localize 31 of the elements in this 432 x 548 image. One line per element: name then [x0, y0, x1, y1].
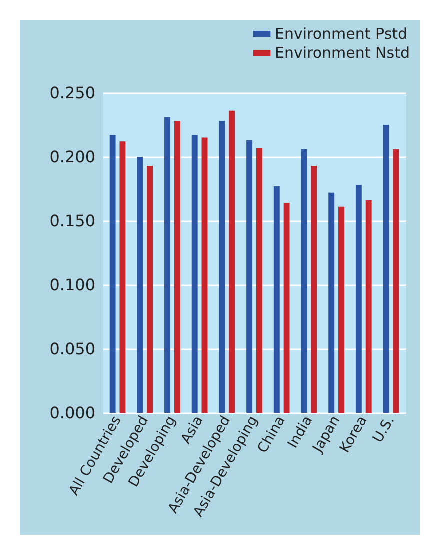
legend-label: Environment Pstd: [275, 25, 408, 43]
bar: [110, 135, 116, 413]
y-tick-label: 0.050: [50, 340, 96, 358]
y-tick-label: 0.000: [50, 404, 96, 422]
bar: [137, 157, 144, 413]
y-tick-label: 0.100: [50, 276, 96, 294]
bar: [301, 149, 308, 413]
bar: [219, 121, 226, 413]
bar: [366, 200, 372, 413]
bar: [120, 142, 126, 413]
bar: [274, 186, 280, 413]
bar: [328, 192, 335, 413]
bar: [229, 110, 236, 413]
bar: [202, 138, 208, 413]
bar: [393, 149, 400, 413]
bar: [256, 148, 262, 413]
y-tick-label: 0.200: [50, 148, 96, 166]
y-tick-label: 0.250: [50, 84, 96, 102]
bar: [284, 203, 290, 413]
bar: [338, 206, 344, 413]
x-tick-label: U.S.: [370, 414, 398, 446]
bar: [311, 166, 318, 413]
bar: [164, 117, 170, 413]
bar: [246, 140, 253, 413]
bar: [383, 125, 390, 413]
bar: [192, 135, 198, 413]
bar: [174, 121, 180, 413]
bar: [356, 185, 362, 413]
bar: [147, 166, 154, 413]
legend-label: Environment Nstd: [275, 44, 410, 62]
y-tick-label: 0.150: [50, 212, 96, 230]
